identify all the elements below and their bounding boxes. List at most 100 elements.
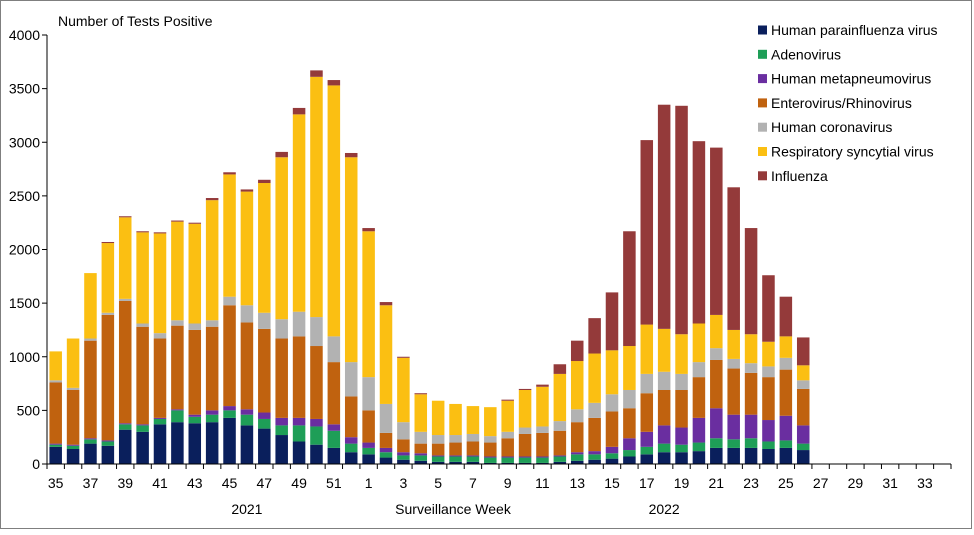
- bar-segment: [710, 447, 723, 464]
- bar-segment: [553, 430, 567, 456]
- bar-segment: [536, 456, 549, 458]
- x-tick-label: 17: [639, 475, 655, 491]
- y-tick-label: 500: [17, 402, 41, 418]
- bar-segment: [397, 452, 410, 456]
- bar-segment: [49, 443, 62, 445]
- legend-label: Respiratory syncytial virus: [771, 144, 934, 160]
- bar-segment: [501, 456, 514, 458]
- bar-segment: [588, 402, 601, 418]
- bar-segment: [484, 462, 497, 464]
- bar-segment: [362, 231, 375, 378]
- bar-segment: [310, 346, 323, 419]
- bar-segment: [379, 305, 393, 404]
- bar-segment: [362, 447, 375, 455]
- bar-segment: [710, 438, 723, 448]
- legend-label: Human coronavirus: [771, 119, 892, 135]
- bar-segment: [362, 454, 375, 464]
- bar-segment: [484, 456, 497, 458]
- bar-segment: [362, 228, 375, 232]
- x-tick-label: 7: [469, 475, 477, 491]
- bar-segment: [536, 384, 549, 387]
- bar-segment: [570, 460, 584, 464]
- bar-segment: [223, 417, 236, 464]
- bar-segment: [640, 373, 654, 394]
- bar-segment: [762, 377, 775, 421]
- bar-segment: [744, 228, 758, 335]
- x-tick-label: 43: [187, 475, 203, 491]
- y-tick-label: 1000: [9, 349, 40, 365]
- bar-segment: [379, 457, 393, 464]
- bar-segment: [136, 425, 149, 432]
- bar-segment: [344, 157, 358, 363]
- legend-swatch: [758, 98, 767, 108]
- x-tick-label: 29: [848, 475, 864, 491]
- bar-segment: [414, 394, 428, 432]
- bar-segment: [588, 318, 601, 354]
- bar-segment: [518, 390, 532, 428]
- bar-segment: [136, 231, 149, 233]
- bar-segment: [397, 459, 410, 464]
- bar-segment: [692, 362, 706, 378]
- bar-segment: [327, 430, 341, 448]
- bar-segment: [710, 147, 723, 315]
- bar-segment: [449, 435, 462, 443]
- bar-segment: [518, 388, 532, 390]
- bar-segment: [171, 410, 184, 423]
- bar-segment: [501, 400, 514, 432]
- bar-segment: [570, 361, 584, 410]
- bar-segment: [66, 338, 80, 388]
- bar-segment: [466, 461, 480, 464]
- bar-segment: [397, 357, 410, 423]
- bar-segment: [188, 223, 202, 324]
- bar-segment: [675, 334, 688, 374]
- bar-segment: [466, 455, 480, 457]
- bar-segment: [570, 409, 584, 423]
- x-tick-label: 21: [709, 475, 725, 491]
- bar-segment: [258, 418, 271, 429]
- bar-segment: [657, 104, 671, 329]
- bar-segment: [605, 350, 619, 395]
- bar-segment: [223, 296, 236, 306]
- bar-segment: [623, 450, 636, 457]
- bar-segment: [275, 425, 288, 436]
- bar-segment: [501, 462, 514, 464]
- x-axis-title: Surveillance Week: [395, 501, 512, 517]
- y-tick-label: 3000: [9, 134, 40, 150]
- x-tick-label: 41: [152, 475, 168, 491]
- bar-segment: [188, 416, 202, 424]
- bar-segment: [275, 435, 288, 464]
- bar-segment: [692, 141, 706, 324]
- y-axis-title: Number of Tests Positive: [58, 13, 213, 29]
- bar-segment: [484, 442, 497, 457]
- bar-segment: [275, 338, 288, 418]
- bar-segment: [240, 191, 254, 306]
- bar-segment: [501, 399, 514, 401]
- bar-segment: [84, 338, 97, 341]
- bar-segment: [171, 220, 184, 222]
- bar-segment: [205, 422, 219, 464]
- bar-segment: [796, 337, 810, 366]
- bar-segment: [275, 157, 288, 320]
- bar-segment: [188, 222, 202, 224]
- bar-segment: [101, 241, 115, 244]
- bar-segment: [205, 410, 219, 415]
- legend-swatch: [758, 171, 767, 181]
- bar-segment: [449, 403, 462, 436]
- bar-segment: [657, 425, 671, 444]
- bar-segment: [640, 454, 654, 464]
- bar-segment: [136, 232, 149, 324]
- bar-segment: [66, 387, 80, 390]
- bar-segment: [397, 439, 410, 453]
- bar-segment: [292, 441, 306, 464]
- legend-label: Influenza: [771, 168, 828, 184]
- bar-segment: [675, 373, 688, 390]
- bar-segment: [84, 443, 97, 464]
- x-tick-label: 33: [917, 475, 933, 491]
- bar-segment: [101, 441, 115, 446]
- bar-segment: [623, 438, 636, 451]
- bar-segment: [136, 323, 149, 327]
- bar-segment: [466, 456, 480, 462]
- bar-segment: [449, 456, 462, 462]
- bar-segment: [727, 439, 740, 448]
